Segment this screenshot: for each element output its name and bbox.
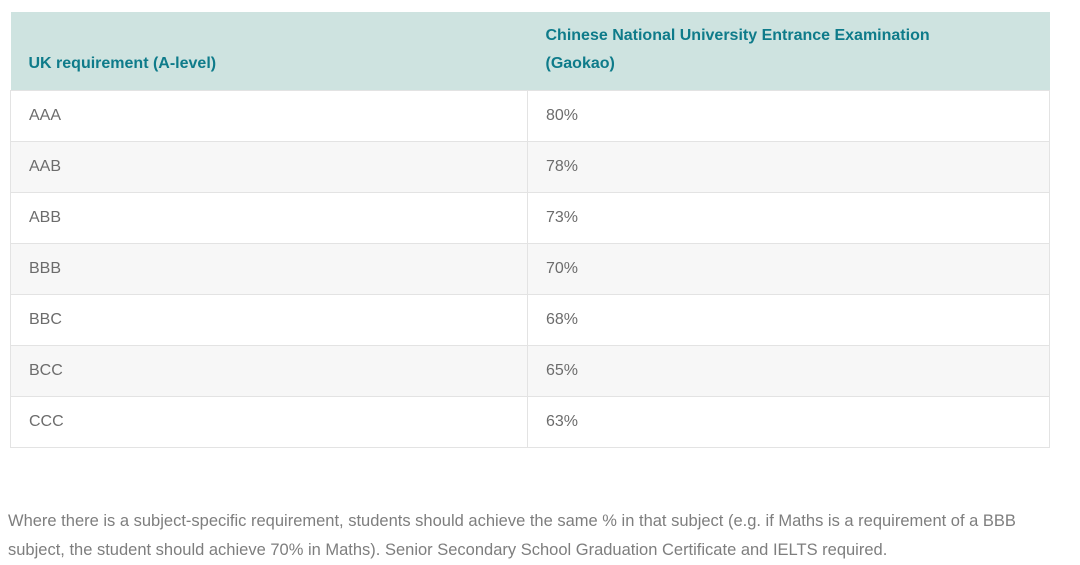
- table-row: AAA 80%: [10, 89, 1050, 142]
- table-body: AAA 80% AAB 78% ABB 73% BBB 70% BBC 68% BCC 65% CCC 6…: [10, 89, 1050, 448]
- requirements-table: UK requirement (A-level) Chinese Nationa…: [10, 12, 1050, 448]
- uk-requirement-cell: AAB: [10, 140, 528, 193]
- table-row: BBB 70%: [10, 242, 1050, 295]
- table-row: BBC 68%: [10, 293, 1050, 346]
- gaokao-score-cell: 80%: [527, 89, 1050, 142]
- uk-requirement-cell: ABB: [10, 191, 528, 244]
- uk-requirement-cell: AAA: [10, 89, 528, 142]
- requirements-table-container: UK requirement (A-level) Chinese Nationa…: [10, 12, 1050, 448]
- table-row: AAB 78%: [10, 140, 1050, 193]
- header-row: UK requirement (A-level) Chinese Nationa…: [10, 12, 1050, 90]
- footnote: Where there is a subject-specific requir…: [8, 511, 1016, 559]
- uk-requirement-cell: BCC: [10, 344, 528, 397]
- gaokao-score-cell: 68%: [527, 293, 1050, 346]
- gaokao-score-cell: 78%: [527, 140, 1050, 193]
- table-row: ABB 73%: [10, 191, 1050, 244]
- column-header-gaokao: Chinese National University Entrance Exa…: [527, 12, 1050, 90]
- table-row: CCC 63%: [10, 395, 1050, 448]
- uk-requirement-cell: BBB: [10, 242, 528, 295]
- gaokao-score-cell: 73%: [527, 191, 1050, 244]
- gaokao-score-cell: 63%: [527, 395, 1050, 448]
- gaokao-score-cell: 65%: [527, 344, 1050, 397]
- gaokao-score-cell: 70%: [527, 242, 1050, 295]
- table-header: UK requirement (A-level) Chinese Nationa…: [10, 12, 1050, 90]
- uk-requirement-cell: BBC: [10, 293, 528, 346]
- uk-requirement-cell: CCC: [10, 395, 528, 448]
- column-header-uk-requirement: UK requirement (A-level): [10, 12, 528, 90]
- table-row: BCC 65%: [10, 344, 1050, 397]
